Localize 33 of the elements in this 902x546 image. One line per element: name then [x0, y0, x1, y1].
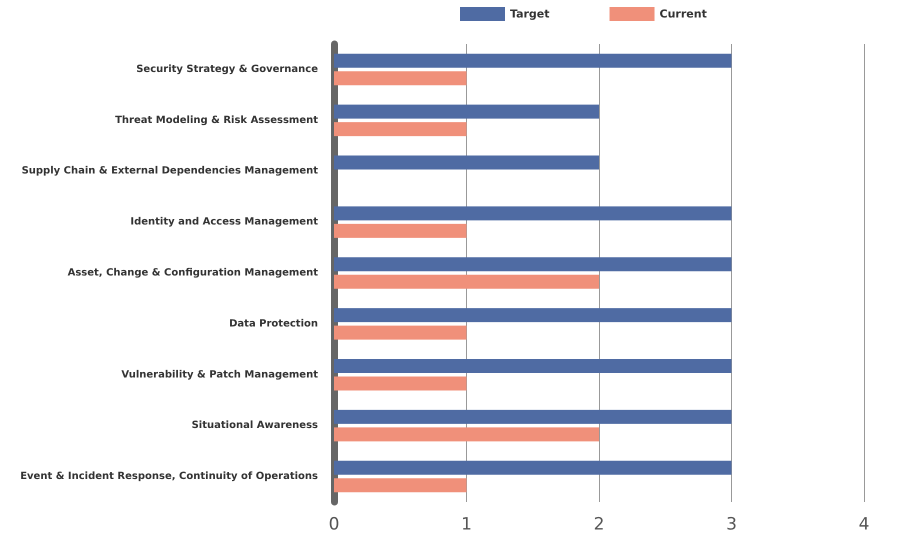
y-tick-label: Vulnerability & Patch Management	[121, 369, 318, 380]
bar	[334, 155, 599, 170]
y-tick-label: Security Strategy & Governance	[136, 64, 318, 75]
y-tick-label: Event & Incident Response, Continuity of Operations	[20, 471, 318, 482]
x-tick-label: 2	[594, 514, 604, 534]
bar	[334, 376, 466, 391]
x-tick-label: 1	[461, 514, 472, 534]
legend-label: Current	[660, 8, 707, 20]
bar	[334, 224, 466, 238]
y-tick-label: Threat Modeling & Risk Assessment	[115, 114, 318, 126]
bar	[334, 122, 466, 136]
y-tick-label: Data Protection	[229, 318, 318, 330]
bar	[334, 326, 466, 340]
y-tick-label: Identity and Access Management	[130, 216, 318, 228]
bar	[334, 206, 732, 220]
bar	[334, 257, 732, 272]
bar	[334, 71, 466, 86]
y-tick-label: Supply Chain & External Dependencies Management	[22, 166, 318, 177]
bar	[334, 359, 732, 374]
bar	[334, 104, 599, 119]
bar	[334, 478, 466, 492]
x-tick-label: 3	[726, 514, 737, 534]
bar	[334, 460, 732, 475]
legend-label: Target	[510, 8, 550, 20]
y-tick-label: Situational Awareness	[192, 420, 318, 432]
x-tick-label: 0	[328, 514, 340, 534]
bar	[334, 54, 732, 68]
x-tick-label: 4	[858, 514, 870, 534]
bar	[334, 427, 599, 442]
bar	[334, 410, 732, 424]
bar	[334, 308, 732, 322]
bar	[334, 274, 599, 289]
y-tick-label: Asset, Change & Configuration Management	[68, 268, 318, 278]
